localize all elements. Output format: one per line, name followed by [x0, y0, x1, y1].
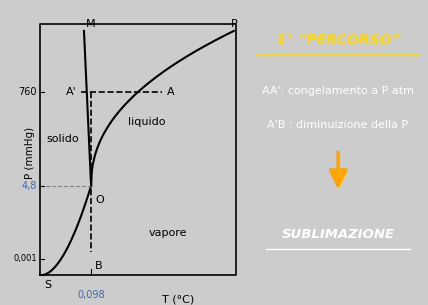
- Text: T (°C): T (°C): [162, 295, 194, 305]
- Text: liquido: liquido: [128, 117, 166, 127]
- Text: 4,8: 4,8: [22, 181, 37, 191]
- Text: S: S: [44, 280, 51, 290]
- Text: 1° “PERCORSO”: 1° “PERCORSO”: [276, 33, 400, 47]
- Text: A: A: [166, 87, 174, 97]
- Text: SUBLIMAZIONE: SUBLIMAZIONE: [282, 228, 395, 241]
- Text: A': A': [66, 87, 77, 97]
- Text: O: O: [95, 195, 104, 205]
- Text: B: B: [95, 261, 103, 271]
- Text: P (mmHg): P (mmHg): [25, 127, 35, 179]
- Text: P: P: [230, 19, 237, 29]
- Text: 760: 760: [18, 87, 37, 97]
- Text: solido: solido: [46, 134, 79, 144]
- Text: vapore: vapore: [148, 228, 187, 238]
- Text: AA': congelamento a P atm: AA': congelamento a P atm: [262, 87, 414, 96]
- Text: M: M: [86, 19, 96, 29]
- Text: 0,098: 0,098: [77, 290, 105, 300]
- Text: 0,001: 0,001: [13, 254, 37, 263]
- Text: A'B : diminuizione della P: A'B : diminuizione della P: [268, 120, 409, 130]
